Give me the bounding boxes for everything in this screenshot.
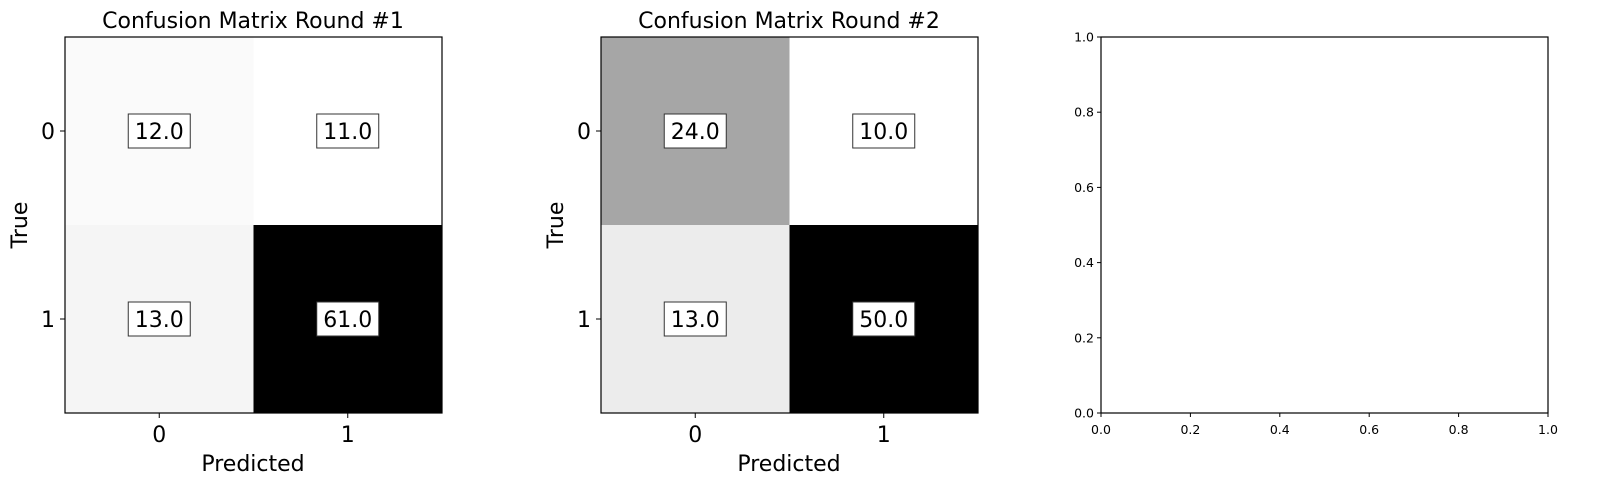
x-tick-label: 0.6: [1359, 422, 1379, 437]
cell-value-label: 12.0: [135, 120, 184, 145]
cell-value-label: 11.0: [323, 120, 372, 145]
cell-value-box: [663, 113, 727, 149]
y-tick-label: 1: [577, 308, 591, 333]
y-tick-label: 0.8: [1074, 105, 1094, 120]
chart-title: Confusion Matrix Round #1: [102, 9, 404, 34]
cell-value-label: 50.0: [859, 308, 908, 333]
cell-value-box: [663, 301, 727, 337]
x-tick-label: 0: [152, 423, 166, 448]
cell-value-box: [852, 301, 916, 337]
cell-value-box: [316, 301, 380, 337]
y-tick-label: 0.4: [1074, 255, 1094, 270]
y-axis-label: True: [8, 202, 33, 250]
cell-value-box: [127, 301, 191, 337]
cell-value-box: [127, 113, 191, 149]
heatmap-cells: 12.0 11.0 13.0 61.0: [65, 37, 443, 414]
y-tick-label: 0: [41, 120, 55, 145]
plot-frame: [600, 36, 979, 414]
axis-ticks: 0 1 0 1: [41, 120, 355, 448]
y-tick-label: 0.0: [1074, 406, 1094, 421]
confusion-matrix-round-1: Confusion Matrix Round #1 12.0 11.0 13.0 61…: [8, 9, 443, 477]
cell-value-box: [852, 113, 916, 149]
y-tick-label: 0.2: [1074, 330, 1094, 345]
cell-value-label: 13.0: [135, 308, 184, 333]
x-tick-label: 1: [341, 423, 355, 448]
cell-value-label: 13.0: [671, 308, 720, 333]
y-tick-label: 1.0: [1074, 30, 1094, 45]
x-tick-label: 1: [877, 423, 891, 448]
x-axis-label: Predicted: [737, 452, 840, 477]
y-tick-label: 1: [41, 308, 55, 333]
y-axis-label: True: [544, 202, 569, 250]
x-tick-label: 0.4: [1270, 422, 1290, 437]
chart-title: Confusion Matrix Round #2: [638, 9, 940, 34]
x-tick-label: 0: [688, 423, 702, 448]
x-axis-label: Predicted: [201, 452, 304, 477]
x-tick-label: 0.0: [1091, 422, 1111, 437]
x-tick-label: 0.2: [1180, 422, 1200, 437]
x-tick-label: 1.0: [1538, 422, 1558, 437]
plot-frame: [64, 36, 443, 414]
y-tick-label: 0: [577, 120, 591, 145]
empty-axes: 0.0 0.2 0.4 0.6 0.8 1.0 0.0 0.2 0.4 0.6 0.8 1.0: [1074, 30, 1558, 438]
heatmap-cells: 24.0 10.0 13.0 50.0: [601, 37, 979, 414]
plot-frame: [1100, 36, 1549, 414]
x-tick-label: 0.8: [1449, 422, 1469, 437]
confusion-matrix-round-2: Confusion Matrix Round #2 24.0 10.0 13.0 50…: [544, 9, 979, 477]
cell-value-box: [316, 113, 380, 149]
axis-ticks: 0.0 0.2 0.4 0.6 0.8 1.0 0.0 0.2 0.4 0.6 0.8 1.0: [1074, 30, 1558, 438]
cell-value-label: 61.0: [323, 308, 372, 333]
axis-ticks: 0 1 0 1: [577, 120, 891, 448]
cell-value-label: 24.0: [671, 120, 720, 145]
y-tick-label: 0.6: [1074, 180, 1094, 195]
cell-value-label: 10.0: [859, 120, 908, 145]
